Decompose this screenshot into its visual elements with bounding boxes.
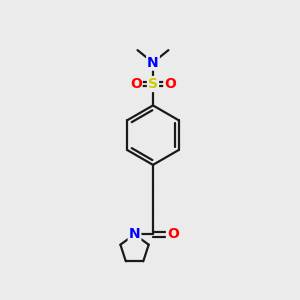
Text: N: N bbox=[129, 227, 140, 242]
Text: O: O bbox=[167, 227, 179, 242]
Text: O: O bbox=[130, 77, 142, 91]
Text: S: S bbox=[148, 77, 158, 91]
Text: N: N bbox=[147, 56, 159, 70]
Text: O: O bbox=[164, 77, 176, 91]
